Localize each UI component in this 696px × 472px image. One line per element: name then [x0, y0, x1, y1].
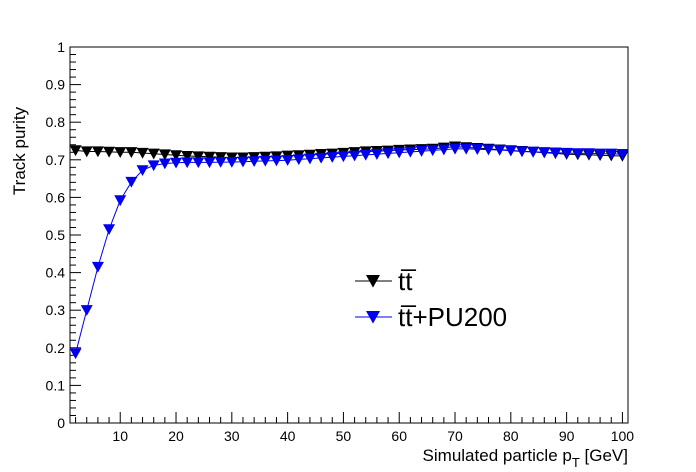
data-point: [348, 150, 361, 162]
data-point: [359, 149, 372, 161]
data-point: [281, 155, 294, 166]
data-point: [203, 151, 216, 163]
data-point: [326, 152, 339, 163]
data-point: [292, 154, 305, 166]
data-point: [192, 157, 205, 169]
data-point: [147, 160, 160, 172]
data-point: [549, 147, 562, 159]
series-ttbar-pu200: [69, 143, 629, 360]
series-layer: [69, 141, 629, 360]
data-point: [192, 151, 205, 163]
data-point: [236, 156, 249, 168]
data-point: [225, 156, 238, 168]
data-point: [471, 144, 484, 155]
data-point: [103, 146, 116, 158]
data-point: [214, 156, 227, 168]
x-axis-title-unit: [GeV]: [580, 446, 628, 465]
x-axis-title-main: Simulated particle p: [423, 446, 572, 465]
data-point: [136, 165, 149, 177]
data-point: [493, 144, 506, 156]
y-tick-label: 0.2: [46, 340, 66, 356]
data-point: [303, 153, 316, 165]
data-point: [594, 148, 607, 160]
data-point: [449, 143, 462, 155]
y-tick-label: 0.1: [46, 377, 66, 393]
data-point: [158, 158, 171, 170]
axis-ticks: 0 0.1 0.2 0.3 0.4 0.5 0.6 0.7 0.8 0.9 1 10 20 30 40 50 6…: [46, 39, 635, 444]
data-point: [259, 155, 272, 167]
y-tick-label: 0.4: [46, 265, 66, 281]
data-point: [158, 149, 171, 161]
x-tick-label: 100: [611, 428, 635, 444]
x-axis-title: Simulated particle pT [GeV]: [423, 446, 628, 470]
x-axis-title-sub: T: [572, 455, 580, 470]
x-tick-label: 80: [503, 428, 519, 444]
data-point: [248, 156, 261, 168]
data-point: [69, 145, 82, 157]
data-point: [91, 146, 104, 158]
data-point: [125, 147, 138, 158]
legend: tt̅ tt̅+PU200: [355, 266, 507, 332]
y-tick-label: 1: [57, 39, 65, 55]
data-point: [605, 148, 618, 160]
data-point: [80, 146, 93, 158]
data-point: [426, 145, 439, 157]
data-point: [560, 147, 573, 159]
data-point: [91, 261, 104, 273]
data-point: [504, 145, 517, 157]
data-point: [114, 147, 127, 158]
y-tick-label: 0.5: [46, 227, 66, 243]
data-point: [80, 305, 93, 316]
x-tick-label: 20: [168, 428, 184, 444]
y-tick-label: 0.6: [46, 189, 66, 205]
legend-label: tt̅+PU200: [398, 302, 507, 332]
data-point: [69, 348, 82, 360]
data-point: [125, 176, 138, 188]
data-point: [616, 149, 629, 160]
data-point: [147, 148, 160, 160]
data-point: [181, 150, 194, 162]
x-tick-label: 40: [280, 428, 296, 444]
y-tick-label: 0.8: [46, 114, 66, 130]
data-point: [437, 144, 450, 156]
legend-marker: [366, 311, 380, 324]
data-point: [114, 195, 127, 207]
y-axis-title: Track purity: [10, 106, 29, 195]
x-tick-label: 10: [112, 428, 128, 444]
y-tick-label: 0.9: [46, 77, 66, 93]
data-point: [393, 147, 406, 159]
data-point: [527, 146, 540, 158]
data-point: [270, 155, 283, 167]
x-tick-label: 30: [224, 428, 240, 444]
legend-label: tt̅: [398, 266, 417, 296]
data-point: [170, 157, 183, 169]
data-point: [203, 157, 216, 169]
x-tick-label: 60: [391, 428, 407, 444]
y-tick-label: 0.3: [46, 302, 66, 318]
data-point: [136, 147, 149, 159]
data-point: [482, 144, 495, 156]
data-point: [337, 151, 350, 163]
legend-marker: [366, 275, 380, 288]
y-tick-label: 0: [57, 415, 65, 431]
data-point: [315, 152, 328, 164]
data-point: [571, 148, 584, 160]
data-point: [181, 157, 194, 169]
x-tick-label: 90: [559, 428, 575, 444]
data-point: [582, 148, 595, 160]
data-point: [170, 150, 183, 161]
data-point: [103, 224, 116, 236]
x-tick-label: 70: [447, 428, 463, 444]
data-point: [404, 146, 417, 158]
x-tick-label: 50: [336, 428, 352, 444]
data-point: [460, 143, 473, 155]
data-point: [515, 146, 528, 158]
data-point: [370, 149, 383, 160]
data-point: [415, 146, 428, 157]
data-point: [538, 147, 551, 158]
y-tick-label: 0.7: [46, 152, 66, 168]
data-point: [382, 148, 395, 160]
